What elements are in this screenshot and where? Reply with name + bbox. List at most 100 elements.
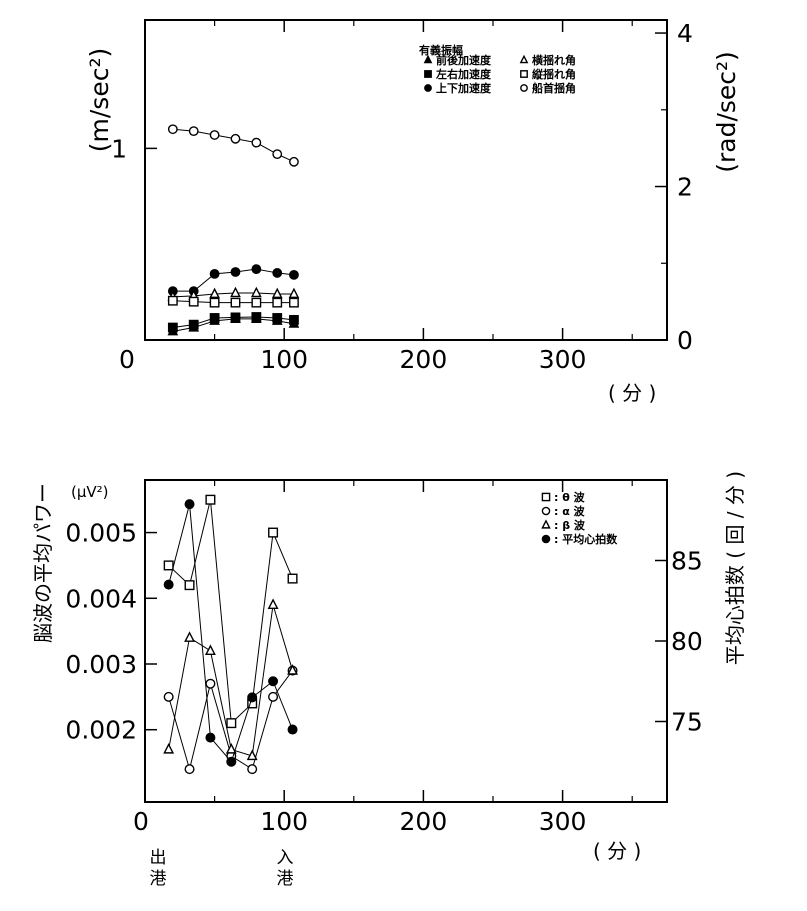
top-left-axis-label: (m/sec²) bbox=[85, 48, 114, 152]
top-legend-marker bbox=[424, 84, 432, 92]
top-x-tick-label: 100 bbox=[260, 345, 308, 374]
top-data-point bbox=[251, 297, 262, 308]
bottom-x-tick-label: 300 bbox=[539, 807, 587, 836]
bottom-y-left-tick-label: 0.005 bbox=[65, 519, 137, 548]
top-data-point bbox=[167, 322, 178, 333]
top-data-point bbox=[272, 313, 283, 323]
bottom-legend: : θ 波: α 波: β 波: 平均心拍数 bbox=[541, 490, 618, 546]
bottom-legend-marker bbox=[541, 519, 551, 529]
top-legend-marker bbox=[424, 70, 432, 78]
top-data-point bbox=[230, 286, 241, 298]
top-plot-frame bbox=[144, 19, 668, 341]
top-data-point bbox=[209, 268, 220, 279]
top-x-tick-label: 300 bbox=[539, 345, 587, 374]
top-data-point bbox=[272, 268, 283, 278]
bottom-data-point bbox=[287, 573, 298, 584]
top-legend-entry: 横揺れ角 bbox=[532, 53, 576, 67]
top-data-point bbox=[230, 133, 241, 144]
bottom-data-point bbox=[226, 718, 237, 729]
top-legend-entry: 船首揺角 bbox=[532, 81, 576, 95]
top-data-point bbox=[289, 314, 299, 325]
top-x-tick-label: 0 bbox=[119, 345, 135, 374]
arrival-char-1: 入 bbox=[277, 848, 294, 868]
top-data-point bbox=[289, 297, 299, 308]
top-data-point bbox=[251, 286, 262, 298]
bottom-y-left-tick-label: 0.002 bbox=[65, 716, 137, 745]
top-data-point bbox=[188, 319, 199, 330]
top-legend-entry: 前後加速度 bbox=[436, 53, 492, 67]
top-data-point bbox=[209, 287, 220, 299]
top-y-right-tick-label: 0 bbox=[677, 326, 693, 355]
bottom-y-right-tick-label: 75 bbox=[671, 708, 703, 737]
top-data-point bbox=[188, 126, 199, 137]
bottom-y-right-tick-label: 80 bbox=[671, 627, 703, 656]
top-data-point bbox=[188, 296, 199, 307]
bottom-data-point bbox=[205, 678, 216, 689]
top-data-point bbox=[272, 149, 283, 160]
top-legend-marker bbox=[519, 54, 529, 64]
bottom-data-point bbox=[205, 494, 216, 505]
departure-char-2: 港 bbox=[150, 869, 167, 889]
top-data-point bbox=[251, 137, 262, 148]
bottom-data-point bbox=[205, 732, 216, 743]
bottom-data-point bbox=[163, 691, 174, 702]
bottom-x-tick-label: 100 bbox=[260, 807, 308, 836]
bottom-y-right-tick-label: 85 bbox=[671, 547, 703, 576]
bottom-data-point bbox=[184, 499, 195, 510]
top-right-axis-label: (rad/sec²) bbox=[712, 51, 741, 173]
bottom-legend-marker bbox=[541, 534, 551, 544]
top-y-right-tick-label: 4 bbox=[677, 19, 693, 48]
top-data-point bbox=[272, 297, 283, 308]
arrival-annotation: 入 港 bbox=[277, 848, 294, 889]
top-data-point bbox=[230, 312, 241, 323]
bottom-x-tick-label: 0 bbox=[133, 807, 149, 836]
top-data-point bbox=[251, 264, 262, 275]
bottom-data-point bbox=[267, 598, 279, 609]
arrival-char-2: 港 bbox=[277, 869, 294, 889]
top-data-point bbox=[289, 269, 299, 280]
bottom-legend-entry: : 平均心拍数 bbox=[554, 532, 618, 546]
top-y-right-tick-label: 2 bbox=[677, 173, 693, 202]
bottom-data-point bbox=[184, 631, 195, 642]
top-x-unit-label: ( 分 ) bbox=[608, 381, 656, 405]
bottom-data-point bbox=[204, 644, 216, 655]
bottom-chart: 0 100 200 300 0.002 0.003 0.004 0.005 75 80 85 脳波の… bbox=[31, 471, 747, 889]
top-legend-entry: 左右加速度 bbox=[435, 67, 492, 81]
bottom-legend-marker bbox=[541, 492, 551, 502]
top-data-point bbox=[209, 130, 220, 140]
bottom-legend-entry: : β 波 bbox=[554, 518, 586, 532]
bottom-data-point bbox=[226, 756, 237, 767]
bottom-y-left-tick-label: 0.003 bbox=[65, 650, 137, 679]
bottom-left-axis-label: 脳波の平均パワー bbox=[31, 483, 55, 643]
top-data-point bbox=[271, 287, 283, 299]
departure-annotation: 出 港 bbox=[150, 848, 167, 889]
top-legend-marker bbox=[423, 54, 433, 64]
top-y-left-tick-label: 1 bbox=[111, 134, 127, 163]
bottom-data-point bbox=[268, 676, 279, 687]
bottom-data-point bbox=[163, 742, 175, 754]
bottom-data-point bbox=[184, 580, 195, 591]
bottom-data-point bbox=[268, 527, 279, 538]
bottom-data-point bbox=[163, 560, 174, 571]
top-x-tick-label: 200 bbox=[400, 345, 448, 374]
top-data-point bbox=[209, 297, 220, 308]
top-legend-entry: 上下加速度 bbox=[436, 81, 492, 95]
top-legend-marker bbox=[520, 84, 528, 92]
top-data-point bbox=[230, 297, 241, 308]
top-data-point bbox=[167, 124, 178, 135]
bottom-legend-entry: : θ 波 bbox=[554, 490, 586, 504]
bottom-data-point bbox=[268, 691, 279, 702]
bottom-legend-marker bbox=[541, 506, 551, 516]
bottom-data-point bbox=[247, 764, 258, 775]
top-data-point bbox=[251, 312, 262, 322]
top-chart: 0 100 200 300 1 0 2 4 (m/sec²) (rad/sec²) ( 分 )… bbox=[85, 19, 741, 405]
top-data-point bbox=[167, 295, 178, 306]
top-legend-marker bbox=[520, 70, 528, 78]
bottom-data-point bbox=[184, 764, 195, 775]
bottom-y-left-tick-label: 0.004 bbox=[65, 584, 137, 613]
bottom-x-unit-label: ( 分 ) bbox=[593, 839, 641, 863]
bottom-right-axis-label: 平均心拍数 ( 回 / 分 ) bbox=[723, 471, 747, 665]
bottom-data-point bbox=[225, 742, 237, 754]
